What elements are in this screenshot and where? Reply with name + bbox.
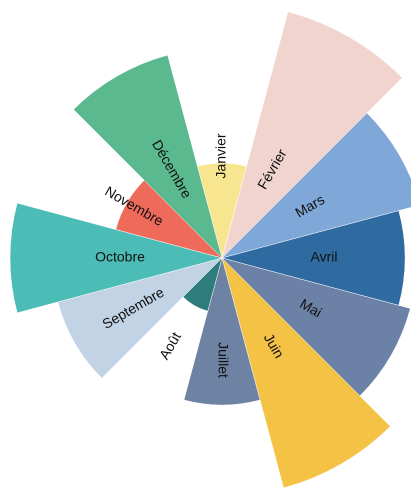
wedge-label: Octobre <box>95 249 145 265</box>
wedge <box>221 257 411 397</box>
wedge <box>221 257 391 489</box>
wedge-label: Août <box>156 329 184 362</box>
wedge <box>221 210 406 306</box>
wedge-label: Avril <box>311 249 338 265</box>
wedge <box>183 257 261 406</box>
wedge <box>9 202 223 314</box>
wedge <box>57 257 223 379</box>
wedge-label: Janvier <box>213 133 229 178</box>
wedge <box>221 112 411 259</box>
wedge-label: Juillet <box>215 342 231 378</box>
wedge <box>73 54 223 259</box>
wedge <box>221 11 403 259</box>
